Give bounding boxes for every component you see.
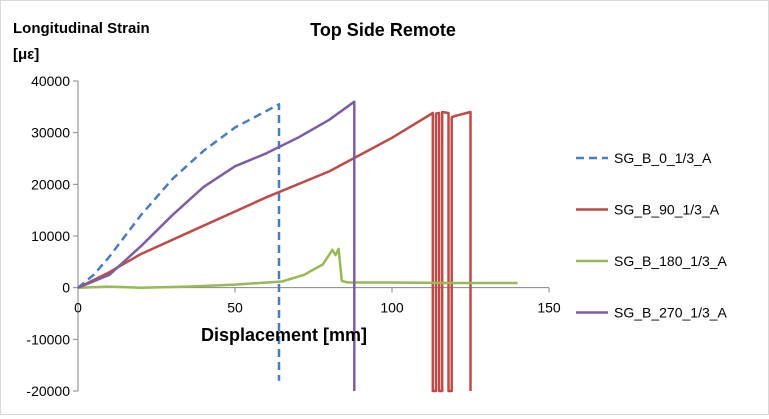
series-line-2 xyxy=(77,110,472,393)
y-tick-label: 20000 xyxy=(31,176,70,192)
chart-title: Top Side Remote xyxy=(310,20,456,40)
y-axis-label-line-2: [με] xyxy=(13,46,39,63)
y-tick-label: 30000 xyxy=(31,125,70,141)
y-tick-label: -10000 xyxy=(26,331,70,347)
legend: SG_B_0_1/3_A SG_B_90_1/3_A SG_B_180_1/3_A S… xyxy=(576,150,728,321)
x-tick-label: 50 xyxy=(227,300,243,316)
y-axis-label-line-1: Longitudinal Strain xyxy=(13,20,150,37)
legend-label-3: SG_B_180_1/3_A xyxy=(614,253,728,269)
x-tick-label: 100 xyxy=(380,300,404,316)
y-tick-label: 0 xyxy=(62,280,70,296)
y-tick-label: 40000 xyxy=(31,73,70,89)
y-tick-label: 10000 xyxy=(31,228,70,244)
x-tick-label: 0 xyxy=(74,300,82,316)
legend-label-1: SG_B_0_1/3_A xyxy=(614,150,712,166)
series-line-1 xyxy=(77,103,281,381)
legend-label-2: SG_B_90_1/3_A xyxy=(614,202,720,218)
y-tick-label: -20000 xyxy=(26,383,70,399)
x-axis-label: Displacement [mm] xyxy=(201,325,367,345)
legend-label-4: SG_B_270_1/3_A xyxy=(614,305,728,321)
series-line-3 xyxy=(77,247,518,289)
x-tick-label: 150 xyxy=(537,300,561,316)
series-line-4 xyxy=(77,100,356,391)
